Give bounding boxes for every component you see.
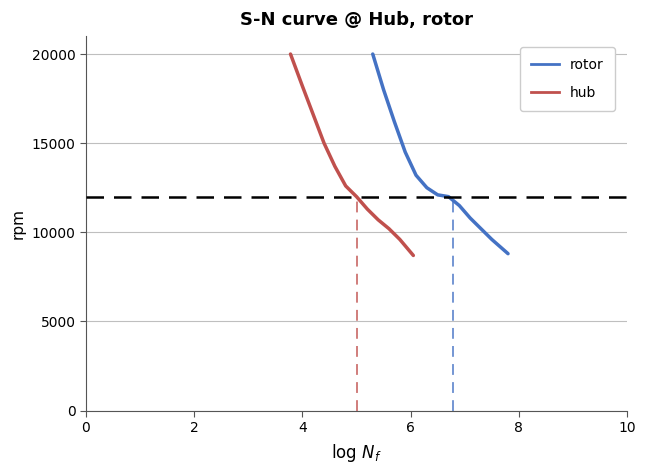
Y-axis label: rpm: rpm [11,208,26,239]
Title: S-N curve @ Hub, rotor: S-N curve @ Hub, rotor [240,11,473,29]
Legend: rotor, hub: rotor, hub [520,47,615,111]
X-axis label: log $N_f$: log $N_f$ [331,442,382,464]
